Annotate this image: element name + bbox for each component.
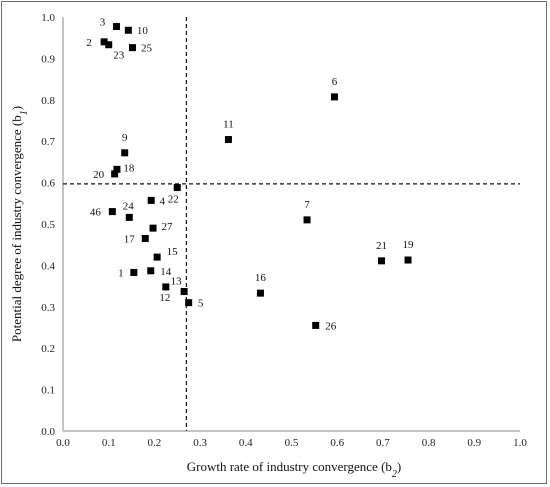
point-label-12: 12 <box>159 292 170 304</box>
point-label-17: 17 <box>124 233 136 245</box>
x-tick-labels: 0.0 0.1 0.2 0.3 0.4 0.5 0.6 0.7 0.8 0.9 1.0 <box>56 437 527 449</box>
point-label-46: 46 <box>90 207 102 219</box>
y-tick-label: 0.9 <box>41 53 55 65</box>
point-label-10: 10 <box>137 25 149 37</box>
y-tick-label: 0.5 <box>41 219 55 231</box>
x-tick-label: 0.5 <box>285 437 299 449</box>
x-tick-label: 0.3 <box>193 437 207 449</box>
y-tick-label: 0.6 <box>41 178 55 190</box>
point-label-11: 11 <box>223 119 234 131</box>
x-tick-label: 0.0 <box>56 437 70 449</box>
data-point-13 <box>180 287 188 295</box>
point-label-21: 21 <box>376 240 387 252</box>
point-label-26: 26 <box>325 320 337 332</box>
point-label-27: 27 <box>162 221 174 233</box>
data-point-15 <box>153 253 161 261</box>
x-tick-label: 0.2 <box>148 437 162 449</box>
y-tick-labels: 0.0 0.1 0.2 0.3 0.4 0.5 0.6 0.7 0.8 0.9 1.0 <box>41 12 55 438</box>
point-labels: 1234567910111213141516171819202122232425… <box>86 17 414 333</box>
data-point-6 <box>330 93 338 101</box>
x-tick-label: 0.9 <box>467 437 481 449</box>
x-tick-label: 0.6 <box>330 437 344 449</box>
data-point-5 <box>185 299 193 307</box>
data-points <box>100 23 412 329</box>
point-label-4: 4 <box>159 195 165 207</box>
data-point-19 <box>404 256 412 264</box>
data-point-16 <box>256 289 264 297</box>
y-tick-label: 0.7 <box>41 136 55 148</box>
data-point-7 <box>303 216 311 224</box>
y-tick-label: 0.3 <box>41 302 55 314</box>
y-axis-label: Potential degree of industry convergence… <box>9 106 30 342</box>
point-label-14: 14 <box>160 266 172 278</box>
point-label-22: 22 <box>168 194 179 206</box>
y-tick-label: 0.1 <box>41 385 55 397</box>
data-point-1 <box>130 268 138 276</box>
data-point-12 <box>162 283 170 291</box>
point-label-15: 15 <box>167 246 179 258</box>
data-point-4 <box>147 196 155 204</box>
data-point-3 <box>112 23 120 31</box>
data-point-9 <box>121 149 129 157</box>
data-point-23 <box>105 41 113 49</box>
point-label-1: 1 <box>118 267 124 279</box>
data-point-25 <box>128 44 136 52</box>
data-point-26 <box>312 321 320 329</box>
point-label-2: 2 <box>86 37 92 49</box>
data-point-10 <box>124 26 132 34</box>
data-point-27 <box>149 224 157 232</box>
point-label-16: 16 <box>255 272 267 284</box>
data-point-46 <box>108 208 116 216</box>
x-tick-label: 0.4 <box>239 437 253 449</box>
data-point-11 <box>224 136 232 144</box>
point-label-9: 9 <box>122 132 128 144</box>
point-label-18: 18 <box>123 162 135 174</box>
point-label-19: 19 <box>403 239 415 251</box>
point-label-6: 6 <box>332 76 338 88</box>
point-label-5: 5 <box>198 298 204 310</box>
data-point-2 <box>100 38 108 46</box>
data-point-20 <box>111 170 119 178</box>
x-axis-label: Growth rate of industry convergence (b2) <box>187 459 402 480</box>
y-tick-label: 0.2 <box>41 343 55 355</box>
y-tick-label: 0.8 <box>41 95 55 107</box>
point-label-7: 7 <box>304 199 310 211</box>
point-label-3: 3 <box>100 17 106 29</box>
point-label-13: 13 <box>171 275 183 287</box>
point-label-25: 25 <box>141 43 153 55</box>
data-point-18 <box>113 165 121 173</box>
y-tick-label: 1.0 <box>41 12 55 24</box>
point-label-20: 20 <box>93 169 105 181</box>
y-tick-label: 0.4 <box>41 260 55 272</box>
x-tick-label: 0.1 <box>102 437 116 449</box>
x-tick-label: 1.0 <box>513 437 527 449</box>
data-point-14 <box>147 267 155 275</box>
x-tick-label: 0.8 <box>422 437 436 449</box>
x-tick-label: 0.7 <box>376 437 390 449</box>
point-label-23: 23 <box>113 50 125 62</box>
y-tick-label: 0.0 <box>41 426 55 438</box>
point-label-24: 24 <box>123 200 135 212</box>
data-point-24 <box>125 213 133 221</box>
data-point-22 <box>173 184 181 192</box>
data-point-17 <box>141 234 149 242</box>
data-point-21 <box>378 257 386 265</box>
